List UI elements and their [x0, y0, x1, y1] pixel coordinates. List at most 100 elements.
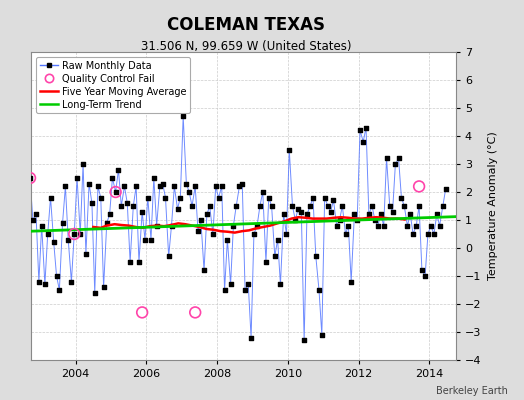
- Point: [191, 183, 200, 190]
- Point: [108, 175, 117, 181]
- Point: [173, 206, 182, 212]
- Point: [200, 267, 208, 274]
- Point: [170, 183, 179, 190]
- Point: [282, 231, 291, 237]
- Point: [165, 253, 173, 260]
- Point: [229, 222, 237, 229]
- Point: [96, 194, 105, 201]
- Point: [112, 189, 120, 195]
- Point: [135, 259, 143, 265]
- Point: [379, 222, 388, 229]
- Point: [226, 281, 235, 288]
- Point: [82, 250, 90, 257]
- Point: [176, 194, 184, 201]
- Point: [161, 194, 170, 201]
- Point: [32, 211, 40, 218]
- Point: [412, 222, 420, 229]
- Point: [223, 236, 232, 243]
- Point: [196, 217, 205, 223]
- Point: [214, 194, 223, 201]
- Point: [156, 183, 164, 190]
- Point: [103, 220, 111, 226]
- Point: [212, 183, 220, 190]
- Point: [400, 203, 408, 209]
- Point: [46, 194, 54, 201]
- Point: [188, 203, 196, 209]
- Point: [129, 203, 137, 209]
- Point: [141, 236, 149, 243]
- Point: [285, 147, 293, 153]
- Legend: Raw Monthly Data, Quality Control Fail, Five Year Moving Average, Long-Term Tren: Raw Monthly Data, Quality Control Fail, …: [36, 57, 190, 113]
- Point: [138, 208, 146, 215]
- Point: [270, 253, 279, 260]
- Point: [324, 203, 332, 209]
- Point: [241, 287, 249, 293]
- Point: [377, 211, 385, 218]
- Point: [333, 222, 341, 229]
- Point: [362, 124, 370, 131]
- Point: [253, 222, 261, 229]
- Point: [329, 197, 337, 204]
- Text: Berkeley Earth: Berkeley Earth: [436, 386, 508, 396]
- Point: [312, 253, 320, 260]
- Point: [41, 281, 49, 288]
- Point: [238, 180, 246, 187]
- Point: [341, 231, 350, 237]
- Point: [391, 161, 400, 167]
- Point: [67, 278, 75, 285]
- Point: [105, 211, 114, 218]
- Point: [250, 231, 258, 237]
- Point: [321, 194, 329, 201]
- Point: [61, 183, 70, 190]
- Point: [353, 217, 362, 223]
- Point: [91, 290, 99, 296]
- Point: [55, 287, 63, 293]
- Point: [368, 203, 376, 209]
- Point: [397, 194, 406, 201]
- Point: [279, 211, 288, 218]
- Point: [26, 175, 34, 181]
- Point: [415, 203, 423, 209]
- Point: [335, 217, 344, 223]
- Point: [221, 287, 229, 293]
- Point: [383, 155, 391, 162]
- Point: [203, 211, 211, 218]
- Point: [79, 161, 88, 167]
- Point: [126, 259, 134, 265]
- Point: [185, 189, 193, 195]
- Point: [70, 231, 79, 237]
- Point: [418, 267, 426, 274]
- Point: [88, 200, 96, 206]
- Point: [300, 337, 308, 344]
- Point: [158, 180, 167, 187]
- Point: [276, 281, 285, 288]
- Point: [167, 222, 176, 229]
- Point: [35, 278, 43, 285]
- Point: [138, 309, 146, 316]
- Point: [433, 211, 441, 218]
- Point: [318, 332, 326, 338]
- Point: [303, 211, 311, 218]
- Point: [262, 259, 270, 265]
- Point: [76, 231, 84, 237]
- Point: [386, 203, 394, 209]
- Text: 31.506 N, 99.659 W (United States): 31.506 N, 99.659 W (United States): [141, 40, 352, 53]
- Text: COLEMAN TEXAS: COLEMAN TEXAS: [167, 16, 325, 34]
- Point: [258, 189, 267, 195]
- Point: [100, 284, 108, 290]
- Point: [147, 236, 155, 243]
- Point: [58, 220, 67, 226]
- Point: [73, 175, 81, 181]
- Point: [309, 194, 317, 201]
- Point: [29, 217, 37, 223]
- Point: [350, 211, 358, 218]
- Point: [182, 180, 191, 187]
- Point: [344, 222, 353, 229]
- Point: [70, 231, 79, 237]
- Point: [294, 206, 302, 212]
- Point: [50, 239, 58, 246]
- Point: [179, 113, 188, 120]
- Point: [194, 228, 202, 234]
- Point: [205, 203, 214, 209]
- Point: [365, 211, 373, 218]
